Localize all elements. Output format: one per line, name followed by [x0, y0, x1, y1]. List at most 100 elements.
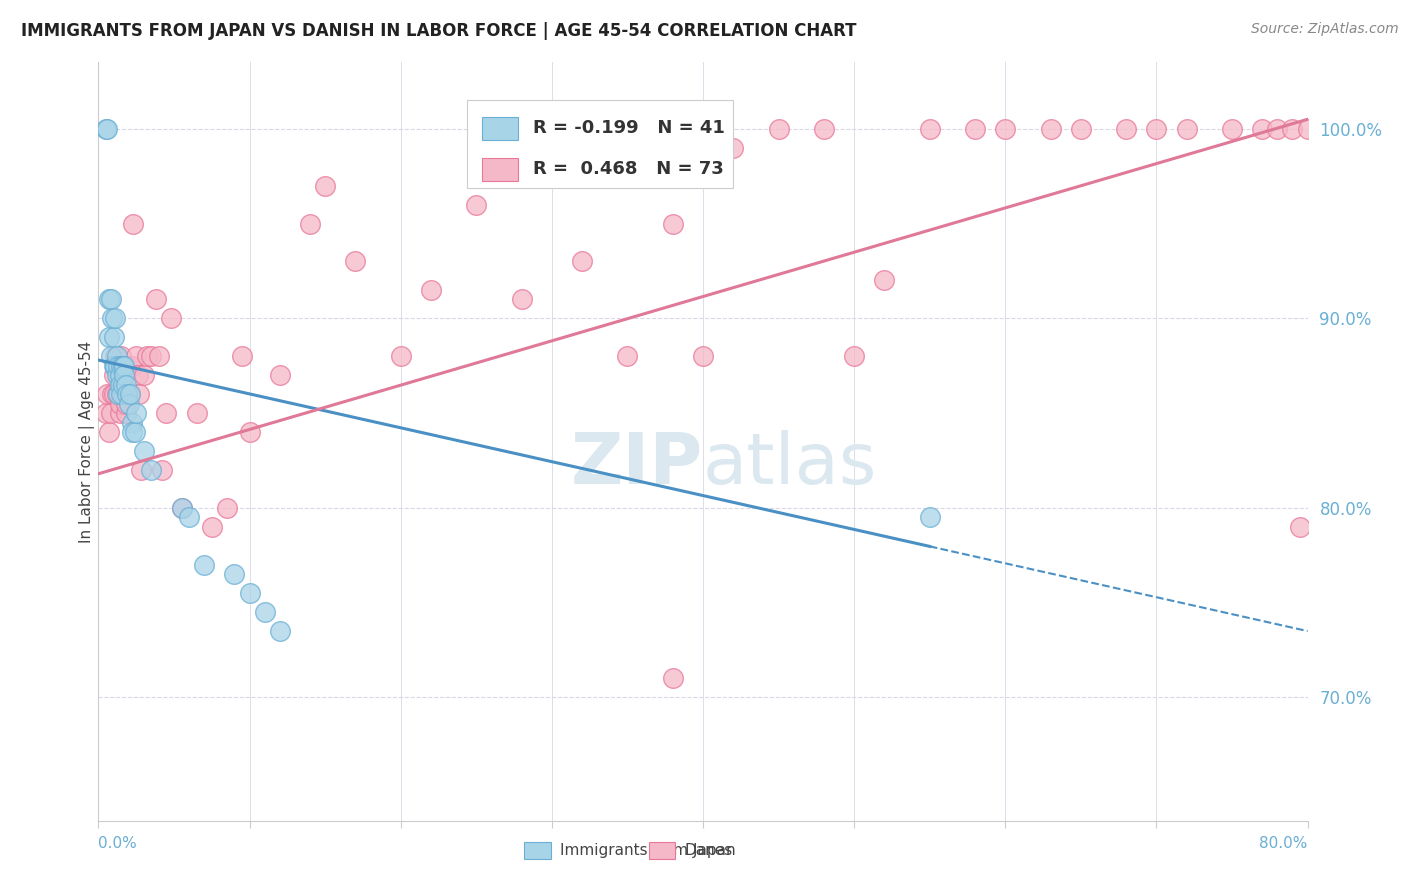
Point — [124, 425, 146, 439]
Point — [98, 330, 121, 344]
Point — [100, 349, 122, 363]
FancyBboxPatch shape — [467, 101, 734, 187]
Point — [170, 500, 193, 515]
Point — [918, 510, 941, 524]
Bar — [648, 842, 675, 858]
Point — [420, 283, 443, 297]
Point — [103, 387, 125, 401]
Point — [179, 510, 201, 524]
Point — [1070, 121, 1092, 136]
Point — [170, 500, 193, 515]
Point — [105, 368, 128, 383]
Point — [314, 178, 336, 193]
Point — [105, 387, 128, 401]
Point — [125, 406, 148, 420]
Point — [122, 217, 145, 231]
Point — [135, 349, 157, 363]
Point — [344, 254, 367, 268]
Point — [1296, 121, 1319, 136]
Point — [118, 397, 141, 411]
Point — [118, 387, 141, 401]
Point — [104, 311, 127, 326]
Point — [94, 121, 117, 136]
Point — [692, 349, 714, 363]
Text: IMMIGRANTS FROM JAPAN VS DANISH IN LABOR FORCE | AGE 45-54 CORRELATION CHART: IMMIGRANTS FROM JAPAN VS DANISH IN LABOR… — [21, 22, 856, 40]
Point — [201, 520, 224, 534]
Point — [215, 500, 238, 515]
Point — [231, 349, 253, 363]
Text: ZIP: ZIP — [571, 430, 703, 499]
Point — [94, 406, 117, 420]
Point — [107, 368, 129, 383]
Point — [107, 387, 129, 401]
Point — [111, 359, 134, 373]
Point — [98, 293, 121, 307]
Point — [96, 387, 118, 401]
Point — [107, 359, 129, 373]
Point — [132, 444, 155, 458]
Text: atlas: atlas — [703, 430, 877, 499]
Text: 0.0%: 0.0% — [98, 836, 138, 851]
Point — [723, 141, 745, 155]
Text: 80.0%: 80.0% — [1260, 836, 1308, 851]
Point — [1220, 121, 1243, 136]
Point — [141, 349, 163, 363]
Point — [111, 387, 134, 401]
Point — [112, 359, 135, 373]
Point — [103, 330, 125, 344]
Point — [465, 197, 488, 211]
Text: R = -0.199   N = 41: R = -0.199 N = 41 — [533, 120, 724, 137]
Point — [105, 349, 128, 363]
Point — [253, 605, 276, 619]
Point — [101, 311, 124, 326]
Point — [661, 672, 683, 686]
Point — [571, 254, 593, 268]
Point — [104, 359, 127, 373]
Point — [269, 624, 291, 639]
Point — [1144, 121, 1167, 136]
Point — [103, 368, 125, 383]
Point — [129, 463, 152, 477]
Point — [110, 387, 132, 401]
Point — [104, 349, 127, 363]
Bar — [524, 842, 551, 858]
Point — [844, 349, 866, 363]
Point — [1039, 121, 1062, 136]
Point — [239, 586, 262, 600]
Text: Source: ZipAtlas.com: Source: ZipAtlas.com — [1251, 22, 1399, 37]
Point — [112, 387, 135, 401]
Point — [661, 217, 683, 231]
Bar — [482, 158, 517, 181]
Point — [145, 293, 167, 307]
Point — [150, 463, 173, 477]
Bar — [482, 117, 517, 140]
Point — [100, 293, 122, 307]
Point — [160, 311, 183, 326]
Point — [239, 425, 262, 439]
Point — [110, 359, 132, 373]
Point — [141, 463, 163, 477]
Point — [132, 368, 155, 383]
Point — [155, 406, 177, 420]
Point — [115, 359, 138, 373]
Text: Immigrants from Japan: Immigrants from Japan — [561, 843, 735, 858]
Point — [96, 121, 118, 136]
Point — [98, 425, 121, 439]
Point — [128, 387, 150, 401]
Point — [389, 349, 412, 363]
Point — [269, 368, 291, 383]
Point — [101, 387, 124, 401]
Point — [1251, 121, 1274, 136]
Point — [121, 416, 143, 430]
Point — [148, 349, 170, 363]
Point — [813, 121, 835, 136]
Text: R =  0.468   N = 73: R = 0.468 N = 73 — [533, 161, 723, 178]
Point — [616, 349, 638, 363]
Point — [108, 377, 131, 392]
Point — [994, 121, 1017, 136]
Point — [1175, 121, 1198, 136]
Point — [114, 397, 136, 411]
Text: Danes: Danes — [685, 843, 733, 858]
Point — [193, 558, 215, 572]
Point — [965, 121, 987, 136]
